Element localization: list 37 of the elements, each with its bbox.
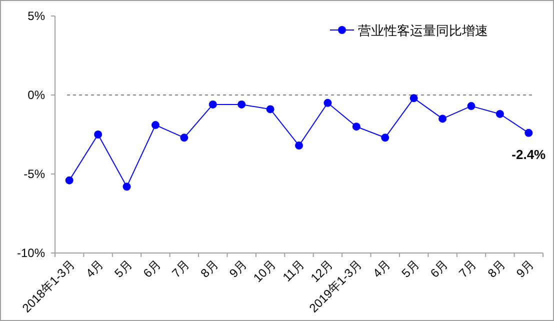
point (524, 128, 533, 137)
point (94, 130, 102, 138)
x-tick-label: 11月 (280, 257, 308, 284)
point (151, 121, 160, 130)
point (467, 102, 476, 110)
point (65, 176, 74, 184)
x-tick-label: 7月 (169, 257, 192, 280)
x-tick-label: 5月 (112, 257, 135, 280)
x-tick-label: 8月 (484, 257, 508, 280)
point (381, 134, 390, 142)
x-tick-label: 7月 (456, 257, 480, 280)
legend-label: 营业性客运量同比增速 (358, 23, 488, 38)
y-tick-label: -10% (16, 246, 46, 260)
point (324, 98, 332, 107)
x-tick-label: 6月 (140, 257, 164, 280)
point (208, 100, 217, 108)
point (295, 142, 303, 150)
x-tick-label: 9月 (514, 257, 537, 280)
point (238, 100, 246, 108)
y-tick-label: 0% (28, 88, 46, 102)
y-tick-label: -5% (24, 167, 46, 181)
x-tick-label: 9月 (226, 257, 250, 280)
x-tick-label: 8月 (198, 257, 222, 280)
point (438, 114, 447, 123)
point (122, 182, 131, 191)
data-label: -2.4% (512, 146, 546, 162)
point (352, 122, 360, 131)
x-tick-label: 4月 (83, 257, 106, 280)
x-tick-label: 6月 (428, 257, 451, 280)
x-tick-label: 5月 (398, 257, 422, 280)
point (410, 94, 418, 102)
x-tick-label: 10月 (250, 257, 278, 286)
x-tick-label: 4月 (370, 257, 394, 280)
point (266, 105, 274, 114)
y-tick-label: 5% (28, 9, 46, 23)
point (180, 134, 188, 142)
point (496, 110, 504, 118)
